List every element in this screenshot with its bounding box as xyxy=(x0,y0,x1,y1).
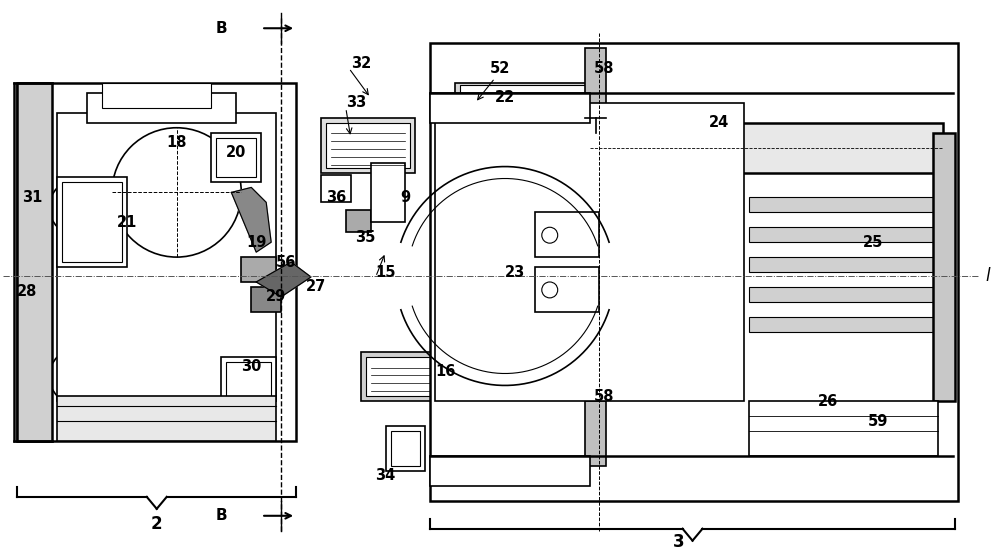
Bar xyxy=(321,118,415,173)
Text: 33: 33 xyxy=(346,95,366,110)
Text: l: l xyxy=(986,267,990,285)
Text: 26: 26 xyxy=(818,394,838,409)
Bar xyxy=(435,103,744,401)
Text: 25: 25 xyxy=(863,235,883,250)
Text: 3: 3 xyxy=(673,533,685,550)
Text: 28: 28 xyxy=(17,284,38,299)
Bar xyxy=(57,178,127,267)
Text: 32: 32 xyxy=(351,56,371,71)
Bar xyxy=(62,183,122,262)
Text: 56: 56 xyxy=(276,254,296,269)
Text: 18: 18 xyxy=(166,135,187,150)
Text: 23: 23 xyxy=(505,264,525,279)
Bar xyxy=(361,352,440,401)
Text: 19: 19 xyxy=(246,235,266,250)
Text: 59: 59 xyxy=(868,414,888,429)
Bar xyxy=(430,456,590,486)
Text: 58: 58 xyxy=(594,389,615,404)
Text: 9: 9 xyxy=(400,190,411,205)
Text: 21: 21 xyxy=(117,215,137,230)
Bar xyxy=(749,317,938,332)
Bar xyxy=(749,198,938,213)
Bar xyxy=(102,83,211,108)
Text: 29: 29 xyxy=(266,289,286,304)
Bar xyxy=(585,48,606,118)
Bar xyxy=(391,431,420,466)
Bar xyxy=(933,132,955,401)
Text: 35: 35 xyxy=(355,230,376,245)
Text: 27: 27 xyxy=(306,279,326,294)
Bar xyxy=(430,43,958,501)
Bar xyxy=(585,401,606,466)
Text: 31: 31 xyxy=(22,190,43,205)
Text: 22: 22 xyxy=(495,91,515,105)
Bar xyxy=(535,213,599,257)
Bar xyxy=(57,113,276,401)
Text: 34: 34 xyxy=(375,469,396,484)
Bar xyxy=(749,401,938,456)
Text: 2: 2 xyxy=(151,514,163,533)
Bar xyxy=(535,267,599,312)
Bar xyxy=(346,210,371,232)
Polygon shape xyxy=(231,188,271,252)
Text: 15: 15 xyxy=(375,264,396,279)
Bar xyxy=(226,362,271,396)
Text: 36: 36 xyxy=(326,190,346,205)
Text: B: B xyxy=(216,21,227,36)
Text: 16: 16 xyxy=(435,364,455,379)
Text: 52: 52 xyxy=(490,61,510,76)
Bar xyxy=(321,174,351,203)
Text: 30: 30 xyxy=(241,359,261,374)
Bar xyxy=(216,137,256,178)
Bar xyxy=(460,85,599,113)
Bar xyxy=(241,257,276,282)
Bar xyxy=(366,357,435,396)
Bar xyxy=(251,287,281,312)
Text: 24: 24 xyxy=(709,115,729,130)
Bar xyxy=(590,123,943,173)
Text: B: B xyxy=(216,508,227,523)
Bar xyxy=(57,396,276,441)
Bar xyxy=(430,93,590,123)
Bar xyxy=(87,93,236,123)
Bar xyxy=(17,83,52,441)
Bar xyxy=(749,257,938,272)
Bar xyxy=(221,357,276,401)
Bar xyxy=(17,83,296,441)
Bar xyxy=(211,132,261,183)
Text: 20: 20 xyxy=(226,145,247,160)
Bar xyxy=(326,123,410,168)
Bar xyxy=(749,227,938,242)
Text: 58: 58 xyxy=(594,61,615,76)
Bar xyxy=(749,287,938,302)
Bar xyxy=(371,163,405,222)
Bar xyxy=(455,83,604,118)
Bar xyxy=(386,426,425,471)
Polygon shape xyxy=(256,262,311,297)
